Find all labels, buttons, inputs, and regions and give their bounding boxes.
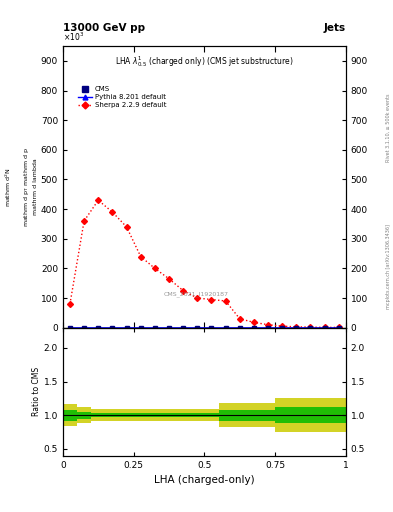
Text: $\times 10^3$: $\times 10^3$ <box>63 31 84 43</box>
X-axis label: LHA (charged-only): LHA (charged-only) <box>154 475 255 485</box>
Text: LHA $\lambda^{1}_{0.5}$ (charged only) (CMS jet substructure): LHA $\lambda^{1}_{0.5}$ (charged only) (… <box>115 55 294 70</box>
Y-axis label: mathrm d$^2$N

mathrm d p$_\mathrm{T}$ mathrm d p
mathrm d lambda: mathrm d$^2$N mathrm d p$_\mathrm{T}$ ma… <box>4 146 38 227</box>
Text: Rivet 3.1.10, ≥ 500k events: Rivet 3.1.10, ≥ 500k events <box>386 94 391 162</box>
Text: Jets: Jets <box>324 23 346 33</box>
Y-axis label: Ratio to CMS: Ratio to CMS <box>32 367 41 416</box>
Text: mcplots.cern.ch [arXiv:1306.3436]: mcplots.cern.ch [arXiv:1306.3436] <box>386 224 391 309</box>
Legend: CMS, Pythia 8.201 default, Sherpa 2.2.9 default: CMS, Pythia 8.201 default, Sherpa 2.2.9 … <box>75 83 169 111</box>
Text: 13000 GeV pp: 13000 GeV pp <box>63 23 145 33</box>
Text: CMS_2021_I1920187: CMS_2021_I1920187 <box>163 291 228 297</box>
